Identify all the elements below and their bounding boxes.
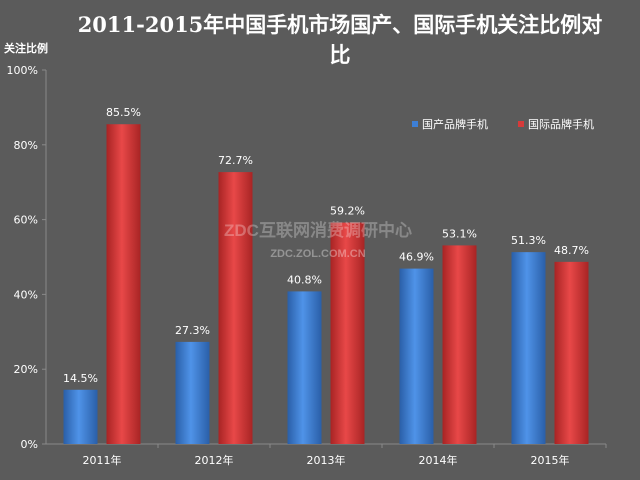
- y-axis-label: 关注比例: [4, 41, 48, 55]
- bar-value-label: 40.8%: [287, 273, 322, 286]
- bar-domestic-2013年: [287, 291, 322, 444]
- bar-international-2013年: [330, 222, 365, 444]
- x-tick-label: 2014年: [419, 453, 458, 467]
- legend-swatch-international: [518, 121, 524, 127]
- bar-international-2012年: [218, 172, 253, 445]
- bar-value-label: 46.9%: [399, 251, 434, 264]
- watermark-line2: ZDC.ZOL.COM.CN: [270, 248, 365, 260]
- y-tick-label: 60%: [14, 214, 38, 227]
- bar-domestic-2012年: [175, 341, 210, 444]
- x-tick-label: 2015年: [531, 453, 570, 467]
- bar-domestic-2014年: [399, 268, 434, 444]
- y-tick-label: 0%: [21, 438, 38, 451]
- bar-international-2014年: [442, 245, 477, 444]
- legend-label-international: 国际品牌手机: [528, 117, 594, 131]
- chart-title-line1: 2011-2015年中国手机市场国产、国际手机关注比例对: [78, 12, 603, 37]
- bar-value-label: 48.7%: [554, 244, 589, 257]
- y-tick-label: 100%: [7, 64, 38, 77]
- legend-swatch-domestic: [412, 121, 418, 127]
- x-tick-label: 2011年: [83, 453, 122, 467]
- bar-value-label: 14.5%: [63, 372, 98, 385]
- bar-value-label: 51.3%: [511, 234, 546, 247]
- legend: 国产品牌手机 国际品牌手机: [412, 117, 594, 131]
- bar-international-2011年: [106, 124, 141, 444]
- y-tick-label: 40%: [14, 288, 38, 301]
- bar-value-label: 53.1%: [442, 227, 477, 240]
- bar-domestic-2015年: [511, 252, 546, 444]
- y-tick-label: 20%: [14, 363, 38, 376]
- bar-domestic-2011年: [63, 389, 98, 444]
- bar-value-label: 59.2%: [330, 205, 365, 218]
- y-tick-label: 80%: [14, 139, 38, 152]
- x-tick-label: 2013年: [307, 453, 346, 467]
- bar-international-2015年: [554, 261, 589, 444]
- bar-value-label: 85.5%: [106, 106, 141, 119]
- x-tick-label: 2012年: [195, 453, 234, 467]
- legend-label-domestic: 国产品牌手机: [422, 117, 488, 131]
- chart-title-line2: 比: [330, 42, 351, 67]
- bar-value-label: 27.3%: [175, 324, 210, 337]
- watermark-line1: ZDC互联网消费调研中心: [224, 220, 412, 240]
- bar-value-label: 72.7%: [218, 154, 253, 167]
